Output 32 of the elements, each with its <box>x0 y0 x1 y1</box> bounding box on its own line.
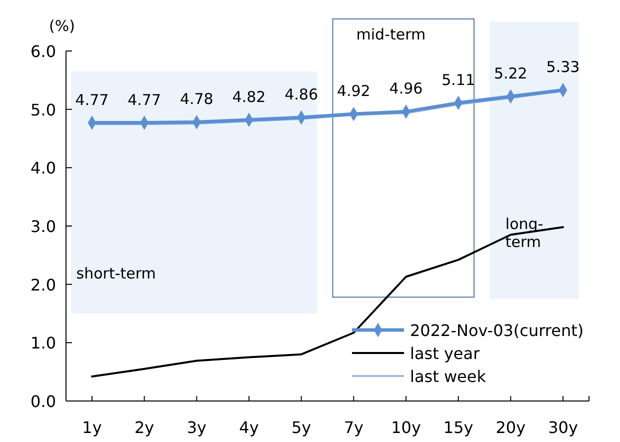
data-label: 4.77 <box>128 90 162 109</box>
data-label: 4.77 <box>75 90 109 109</box>
x-tick-label: 4y <box>239 418 259 437</box>
legend-label: last year <box>410 344 480 363</box>
x-tick-label: 20y <box>496 418 526 437</box>
x-tick-label: 10y <box>391 418 421 437</box>
band-label: short-term <box>76 264 156 282</box>
y-tick-label: 0.0 <box>30 392 56 411</box>
y-tick-label: 1.0 <box>30 334 56 353</box>
text: mid-term <box>356 25 426 44</box>
x-tick-label: 30y <box>548 418 578 437</box>
x-tick-label: 15y <box>443 418 474 437</box>
data-label: 4.78 <box>180 90 214 108</box>
x-tick-label: 1y <box>82 418 102 437</box>
x-tick-label: 3y <box>186 418 206 437</box>
data-label: 4.96 <box>389 80 423 98</box>
legend-label: 2022-Nov-03(current) <box>410 321 584 340</box>
y-tick-label: 5.0 <box>30 100 56 120</box>
data-label: 4.86 <box>284 86 318 104</box>
y-tick-label: 2.0 <box>30 275 56 294</box>
data-label: 4.82 <box>232 88 266 106</box>
data-label: 5.33 <box>546 58 580 76</box>
legend-label: last week <box>410 367 487 386</box>
data-label: 4.92 <box>336 82 370 100</box>
x-tick-label: 7y <box>344 418 364 437</box>
y-tick-label: 4.0 <box>30 158 56 178</box>
y-axis-title: (%) <box>49 17 75 35</box>
y-tick-label: 3.0 <box>30 217 56 236</box>
x-tick-label: 5y <box>292 418 312 437</box>
y-tick-label: 6.0 <box>30 42 56 61</box>
data-label: 5.22 <box>494 64 528 82</box>
x-tick-label: 2y <box>134 418 154 437</box>
